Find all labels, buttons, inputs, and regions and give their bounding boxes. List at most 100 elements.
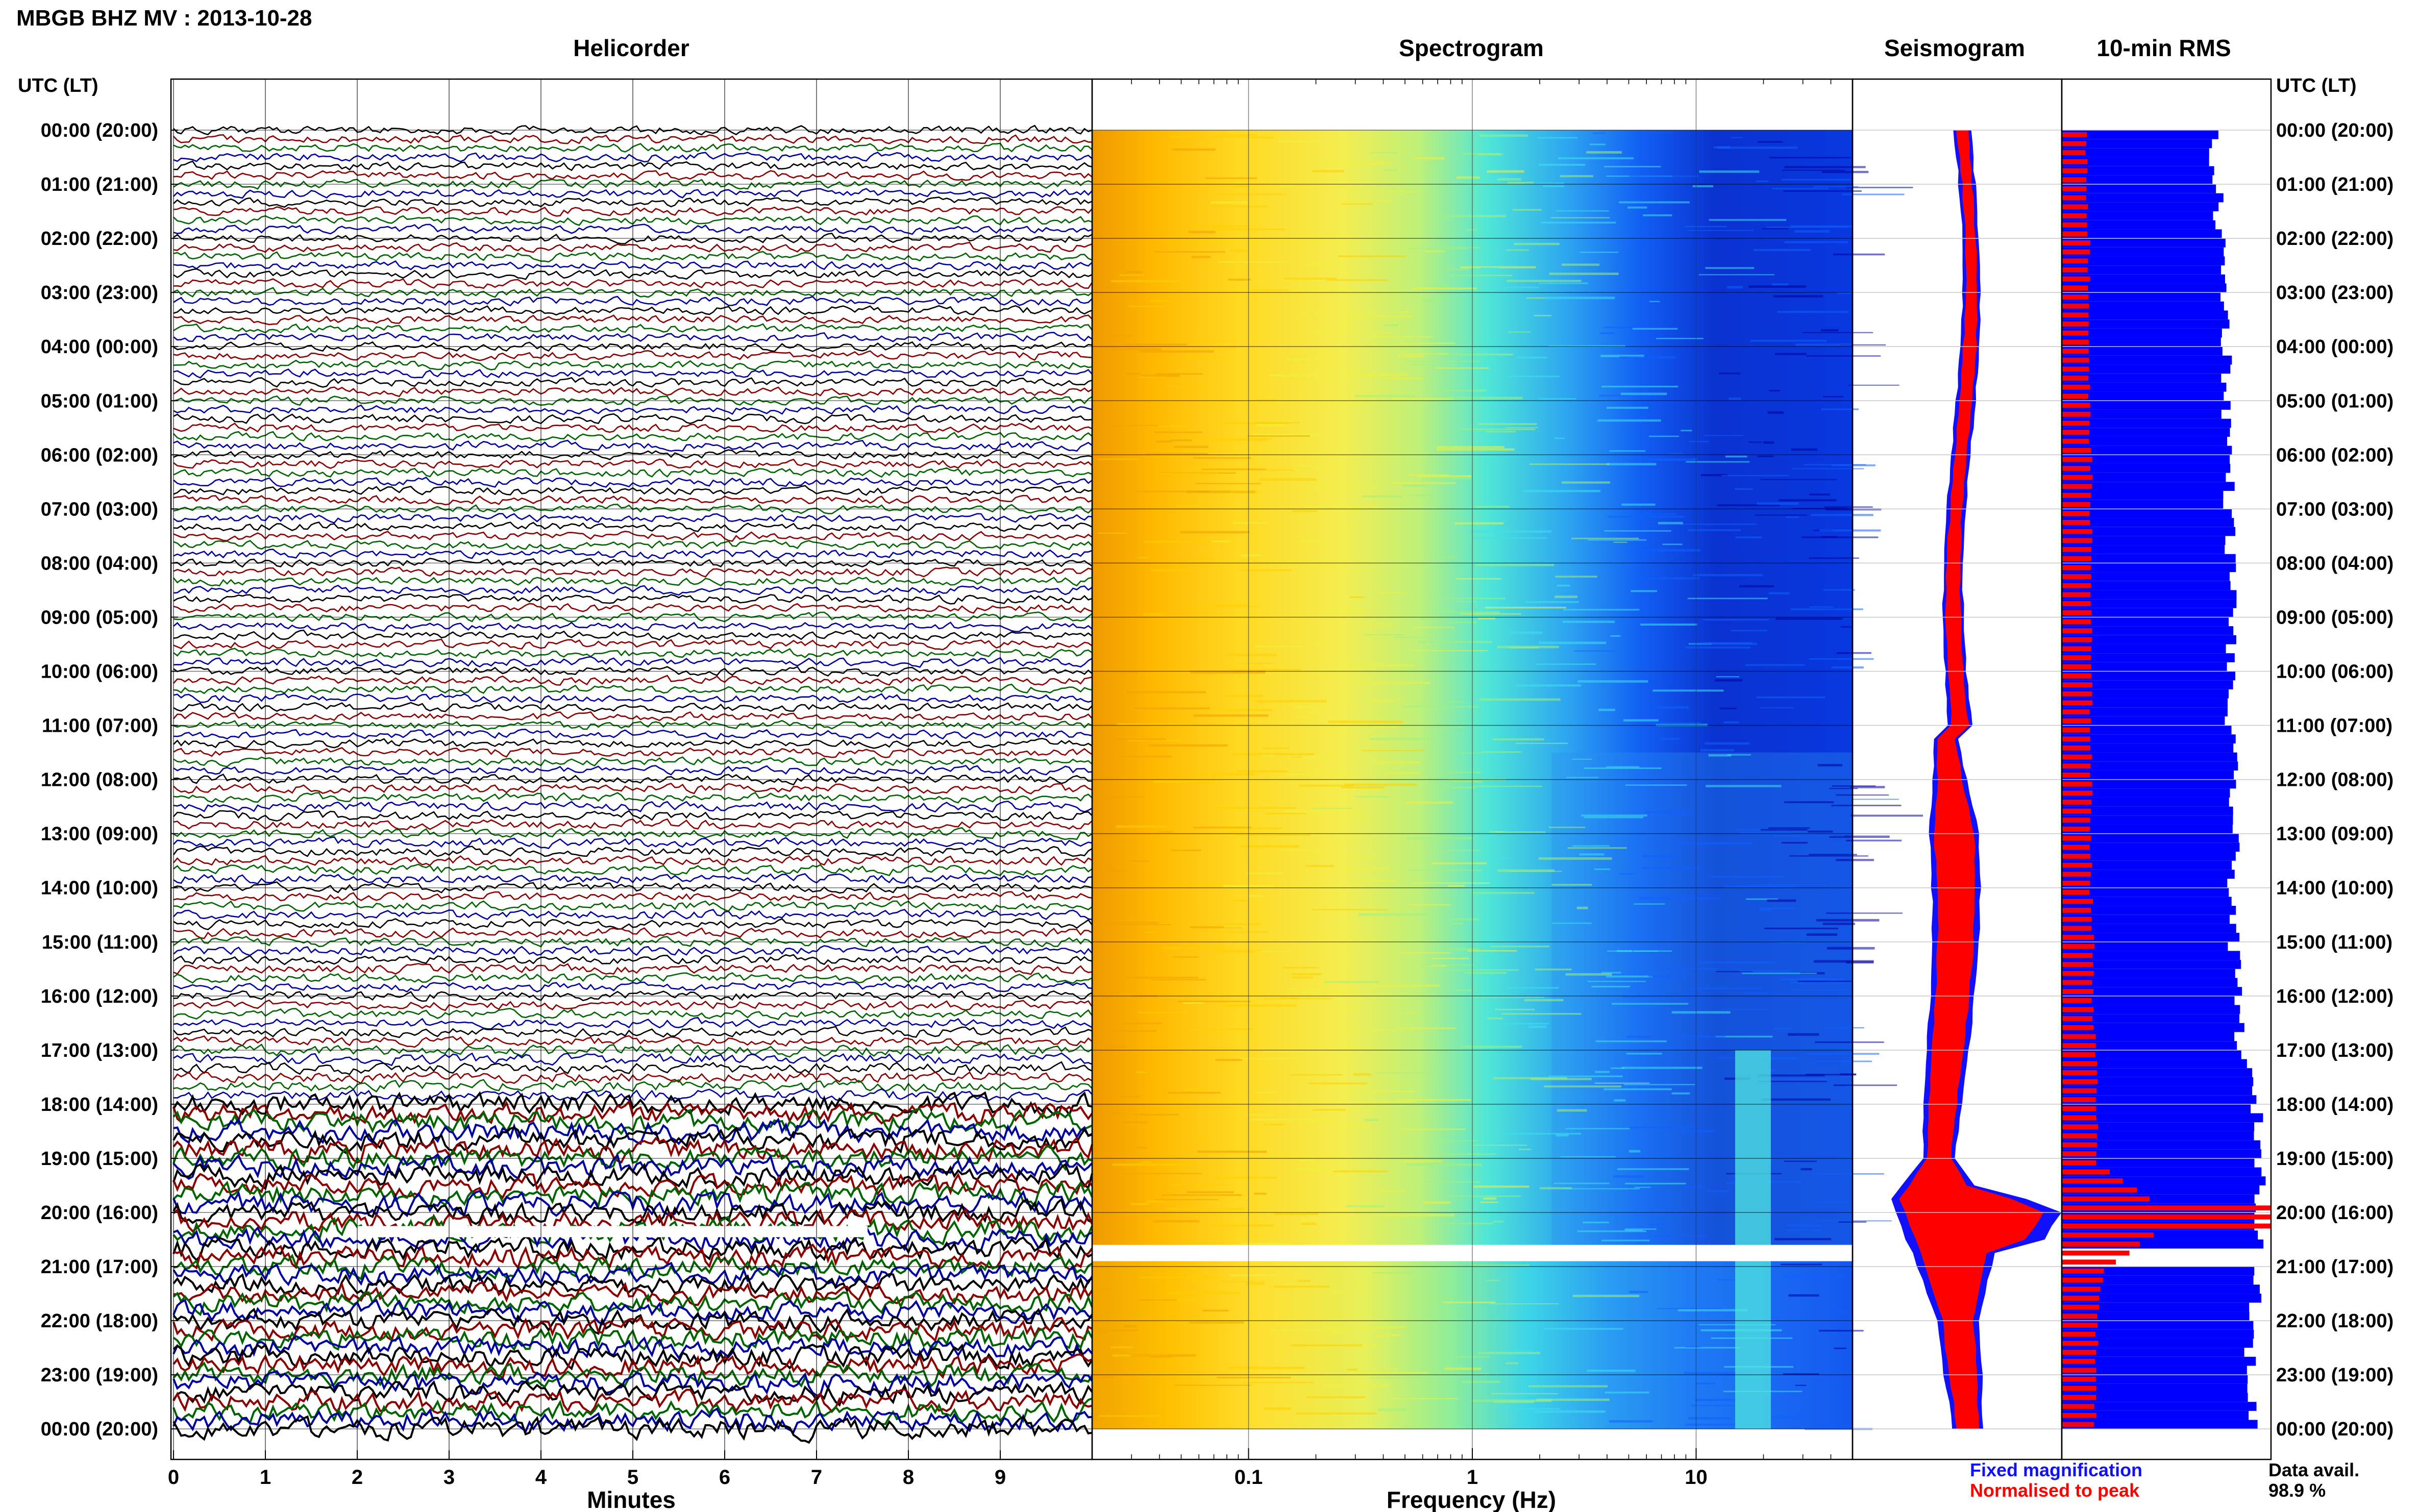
time-tick-label: 14:00 (10:00) — [41, 878, 158, 899]
rms-bar — [2062, 916, 2092, 922]
rms-bar — [2062, 547, 2091, 552]
rms-frame — [2061, 78, 2272, 1460]
minute-tick-label: 0 — [168, 1466, 179, 1489]
rms-bar — [2062, 1375, 2248, 1384]
spectrogram-panel — [1092, 130, 1923, 1430]
rms-bar — [2062, 186, 2087, 191]
rms-bar — [2062, 139, 2212, 148]
rms-bar — [2062, 637, 2092, 642]
rms-panel — [2062, 130, 2271, 1429]
rms-bar — [2062, 1277, 2103, 1283]
rms-bar — [2062, 590, 2237, 600]
rms-bar — [2062, 222, 2087, 228]
rms-bar — [2062, 707, 2228, 716]
rms-bar — [2062, 1404, 2094, 1409]
rms-bar — [2062, 445, 2232, 455]
rms-bar — [2062, 563, 2236, 573]
rms-bar — [2062, 619, 2091, 625]
rms-bar — [2062, 1079, 2098, 1084]
spectrogram-high-frequency-band — [1735, 1050, 1771, 1429]
rms-bar — [2062, 709, 2090, 714]
rms-bar — [2062, 366, 2089, 372]
rms-bar — [2062, 897, 2232, 906]
rms-bar — [2062, 1348, 2244, 1357]
rms-bar — [2062, 247, 2224, 257]
rms-bar — [2062, 1296, 2100, 1301]
rms-bar — [2062, 599, 2237, 608]
rms-bar — [2062, 240, 2090, 245]
rms-bar — [2062, 511, 2090, 516]
rms-bar — [2062, 572, 2230, 581]
rms-bar — [2062, 1242, 2140, 1247]
rms-bar — [2062, 184, 2216, 193]
rms-bar — [2062, 374, 2221, 383]
rms-bar — [2062, 346, 2223, 356]
rms-bar — [2062, 862, 2092, 868]
rms-bar — [2062, 1366, 2247, 1375]
rms-bar — [2062, 962, 2093, 967]
rms-bar — [2062, 1313, 2097, 1319]
rms-bar — [2062, 978, 2238, 987]
rms-bar — [2062, 908, 2091, 913]
time-tick-label: 00:00 (20:00) — [41, 1419, 158, 1440]
rms-bar — [2062, 455, 2230, 464]
rms-bar — [2062, 527, 2236, 536]
rms-bar — [2062, 736, 2090, 741]
rms-bar — [2062, 1393, 2248, 1402]
frequency-tick-label: 10 — [1685, 1466, 1708, 1489]
rms-bar — [2062, 436, 2228, 446]
rms-bar — [2062, 797, 2229, 807]
helicorder-gap — [357, 1226, 868, 1237]
rms-bar — [2062, 204, 2088, 210]
rms-bar — [2062, 1187, 2137, 1193]
rms-bar — [2062, 518, 2234, 527]
rms-bar — [2062, 1269, 2104, 1274]
rms-bar — [2062, 1385, 2096, 1391]
rms-bar — [2062, 887, 2229, 897]
rms-bar — [2062, 1124, 2098, 1129]
rms-bar — [2062, 141, 2086, 146]
rms-bar — [2062, 321, 2089, 327]
rms-bar — [2062, 944, 2095, 949]
rms-bar — [2062, 177, 2087, 183]
time-tick-label: 00:00 (20:00) — [41, 120, 158, 141]
time-tick-label: 10:00 (06:00) — [41, 661, 158, 683]
rms-bar — [2062, 265, 2221, 275]
rms-bar — [2062, 339, 2089, 345]
time-tick-label: 20:00 (16:00) — [2276, 1202, 2393, 1224]
rms-bar — [2062, 1259, 2116, 1265]
legend-fixed-magnification: Fixed magnification — [1970, 1459, 2142, 1480]
rms-bar — [2062, 1275, 2254, 1285]
rms-bar — [2062, 1113, 2263, 1123]
rms-bar — [2062, 319, 2230, 329]
rms-bar — [2062, 337, 2221, 347]
rms-bar — [2062, 1302, 2250, 1312]
rms-bar — [2062, 1086, 2253, 1096]
rms-bar — [2062, 941, 2228, 951]
rms-bar — [2062, 1122, 2255, 1131]
rms-bar — [2062, 258, 2088, 264]
rms-bar — [2062, 229, 2222, 239]
rms-bar — [2062, 1142, 2097, 1148]
rms-bar — [2062, 159, 2088, 164]
rms-bar — [2062, 626, 2234, 635]
rms-bar — [2062, 213, 2087, 218]
rms-bar — [2062, 610, 2092, 615]
rms-bar — [2062, 328, 2222, 338]
rms-bar — [2062, 202, 2219, 212]
rms-bar — [2062, 1025, 2094, 1030]
rms-bar — [2062, 1014, 2240, 1023]
rms-bar — [2062, 680, 2233, 689]
rms-bar — [2062, 644, 2226, 654]
rms-bar — [2062, 1005, 2240, 1014]
rms-bar — [2062, 1368, 2096, 1373]
rms-bar — [2062, 1350, 2096, 1355]
rms-bar — [2062, 718, 2091, 724]
rms-bar — [2062, 1041, 2237, 1050]
rms-bar — [2062, 772, 2090, 778]
rms-bar — [2062, 617, 2229, 627]
rms-bar — [2062, 376, 2089, 381]
rms-bar — [2062, 409, 2221, 419]
rms-bar — [2062, 835, 2091, 841]
